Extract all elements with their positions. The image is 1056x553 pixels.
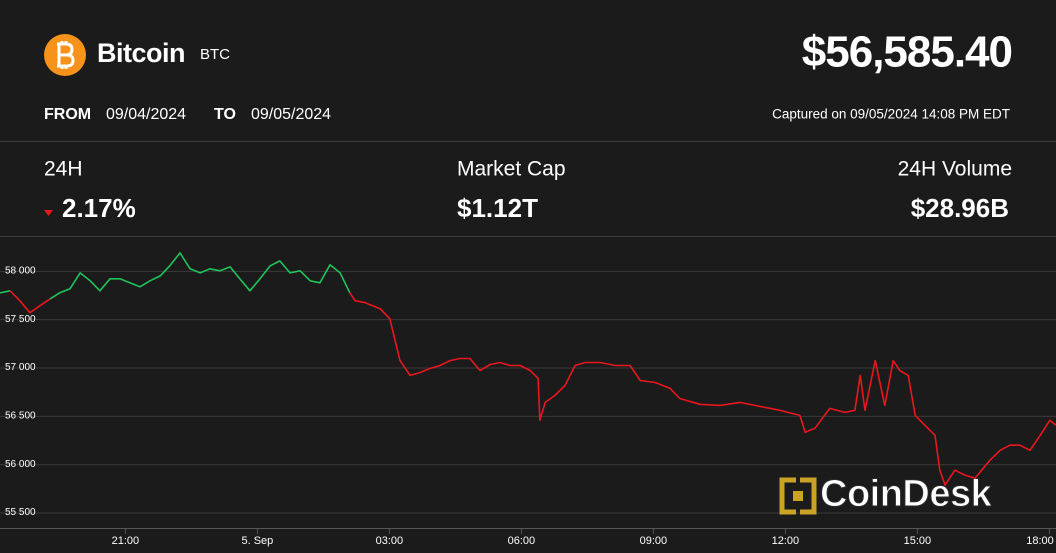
stat-value: 2.17% [62, 193, 136, 223]
stat-value: $1.12T [457, 193, 538, 223]
stat-label: 24H Volume [898, 158, 1012, 181]
y-tick-label: 58 000 [5, 265, 36, 276]
price-line [0, 290, 11, 294]
x-tick-label: 15:00 [904, 535, 932, 547]
from-date: 09/04/2024 [106, 106, 186, 123]
x-tick-label: 06:00 [508, 535, 536, 547]
asset-name: Bitcoin [97, 38, 185, 68]
x-tick-label: 5. Sep [241, 535, 273, 547]
captured-time: Captured on 09/05/2024 14:08 PM EDT [772, 107, 1010, 122]
stat-label: 24H [44, 158, 83, 181]
y-tick-label: 57 000 [5, 362, 36, 373]
x-tick-label: 18:00 [1026, 535, 1054, 547]
watermark-text: CoinDesk [820, 473, 993, 515]
price-line [349, 292, 1056, 486]
price-line [9, 290, 51, 314]
x-tick-label: 12:00 [772, 535, 800, 547]
stat-value: $28.96B [911, 193, 1009, 223]
grid [0, 270, 1056, 514]
y-tick-label: 56 500 [5, 410, 36, 421]
y-tick-label: 57 500 [5, 314, 36, 325]
from-label: FROM [44, 106, 91, 123]
axes: 55 500 56 000 56 500 57 000 57 500 58 000 21:0… [5, 265, 1054, 546]
change-arrow [44, 210, 53, 216]
asset-ticker: BTC [200, 46, 230, 63]
watermark-icon [779, 477, 817, 515]
y-tick-label: 56 000 [5, 459, 36, 470]
x-tick-label: 21:00 [112, 535, 140, 547]
y-tick-label: 55 500 [5, 507, 36, 518]
watermark: CoinDesk [779, 473, 994, 516]
x-tick-label: 09:00 [640, 535, 668, 547]
bitcoin-logo [44, 34, 86, 76]
x-tick-label: 03:00 [376, 535, 404, 547]
price-line [49, 252, 351, 300]
plot [0, 252, 1056, 486]
price: $56,585.40 [802, 28, 1012, 77]
to-label: TO [214, 106, 236, 123]
to-date: 09/05/2024 [251, 106, 331, 123]
stat-label: Market Cap [457, 158, 566, 181]
